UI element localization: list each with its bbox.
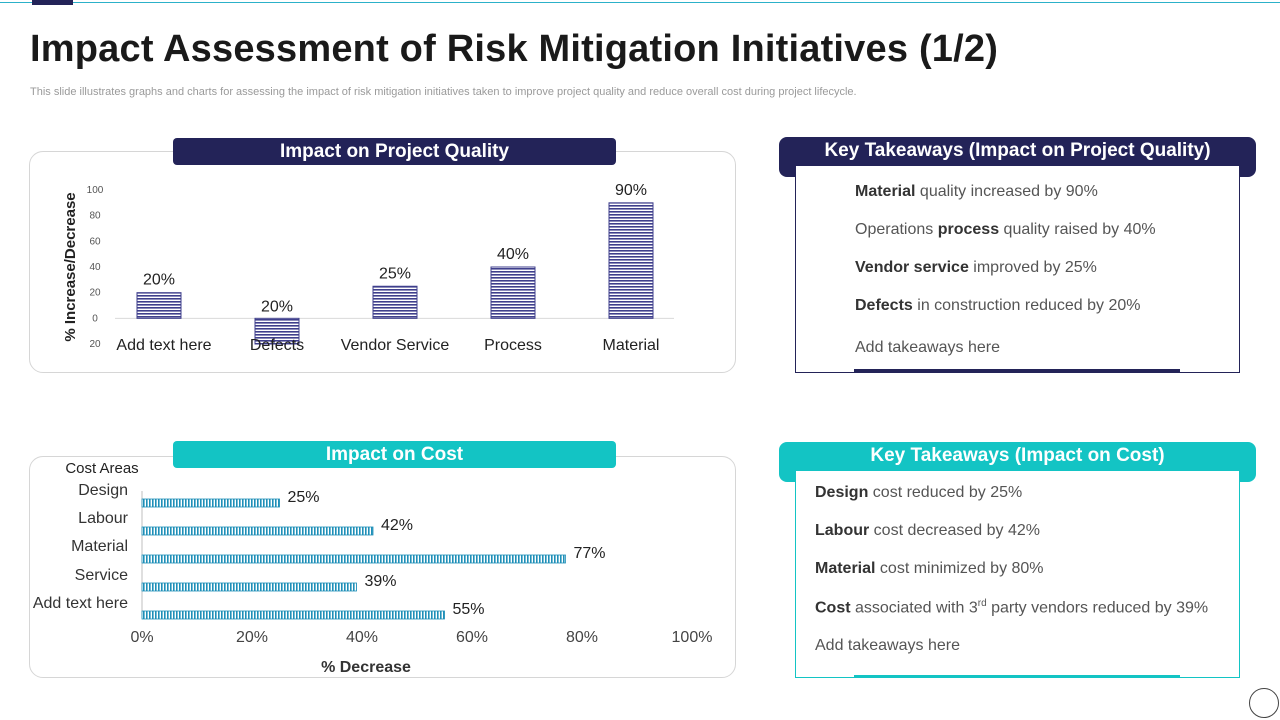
bar xyxy=(141,498,280,508)
takeaways-cost-box xyxy=(795,470,1240,678)
y-tick-label: 20 xyxy=(89,288,101,299)
x-category-label: Defects xyxy=(250,337,304,354)
takeaway-quality-2: Operations process quality raised by 40% xyxy=(855,221,1156,238)
quality-chart: 100 80 60 40 20 0 20 % Increase/Decrease 20% Add … xyxy=(62,182,674,354)
bar xyxy=(608,202,654,319)
x-category-label: Add text here xyxy=(116,337,211,354)
takeaway-quality-1: Material quality increased by 90% xyxy=(855,183,1098,200)
takeaway-cost-1: Design cost reduced by 25% xyxy=(815,484,1023,501)
takeaway-quality-4: Defects in construction reduced by 20% xyxy=(855,297,1141,314)
y-tick-label: 60 xyxy=(89,236,101,247)
cost-chart-heading: Impact on Cost xyxy=(173,441,616,468)
y-tick-label: 0 xyxy=(92,313,98,324)
bar xyxy=(141,554,566,564)
x-tick-label: 20% xyxy=(236,629,268,646)
y-category-label: Design xyxy=(78,482,128,499)
bar xyxy=(141,610,445,620)
bar-data-label: 77% xyxy=(574,545,606,562)
takeaway-cost-3: Material cost minimized by 80% xyxy=(815,560,1044,577)
bar-data-label: 90% xyxy=(615,182,647,199)
x-category-label: Process xyxy=(484,337,542,354)
x-tick-label: 80% xyxy=(566,629,598,646)
circle-icon xyxy=(1249,688,1279,718)
category-axis-header: Cost Areas xyxy=(65,460,138,477)
bar-data-label: 20% xyxy=(261,298,293,315)
y-category-label: Add text here xyxy=(33,595,128,612)
bar-data-label: 40% xyxy=(497,246,529,263)
y-tick-label: 80 xyxy=(89,211,101,222)
bar xyxy=(490,266,536,319)
x-tick-label: 40% xyxy=(346,629,378,646)
bar-data-label: 25% xyxy=(379,265,411,282)
top-accent-line xyxy=(0,2,1280,3)
x-axis-title: % Decrease xyxy=(321,659,411,676)
y-tick-label: 100 xyxy=(87,185,104,196)
x-tick-label: 0% xyxy=(130,629,153,646)
bar xyxy=(141,582,357,592)
quality-chart-heading: Impact on Project Quality xyxy=(173,138,616,165)
x-tick-label: 100% xyxy=(672,629,713,646)
takeaway-cost-4: Cost associated with 3rd party vendors r… xyxy=(815,598,1209,617)
y-category-label: Labour xyxy=(78,510,128,527)
bar-data-label: 55% xyxy=(453,601,485,618)
takeaways-quality-box xyxy=(795,165,1240,373)
x-category-label: Vendor Service xyxy=(341,337,450,354)
bar-data-label: 20% xyxy=(143,272,175,289)
y-tick-label: 20 xyxy=(89,339,101,350)
y-tick-label: 40 xyxy=(89,262,101,273)
cost-chart: Cost Areas Design 25% Labour 42% Material 77% S… xyxy=(33,460,713,676)
x-tick-label: 60% xyxy=(456,629,488,646)
bar-data-label: 39% xyxy=(365,573,397,590)
bar xyxy=(141,526,374,536)
y-axis-title: % Increase/Decrease xyxy=(62,192,79,341)
x-category-label: Material xyxy=(603,337,660,354)
takeaways-quality-underline xyxy=(854,369,1180,372)
y-category-label: Service xyxy=(75,567,128,584)
page-title: Impact Assessment of Risk Mitigation Ini… xyxy=(30,28,999,70)
bar-data-label: 25% xyxy=(288,489,320,506)
bar xyxy=(136,292,182,319)
bar xyxy=(372,285,418,319)
takeaways-cost-underline xyxy=(854,675,1180,678)
y-category-label: Material xyxy=(71,538,128,555)
cost-chart-panel xyxy=(29,456,736,678)
bar-data-label: 42% xyxy=(381,517,413,534)
takeaway-quality-3: Vendor service improved by 25% xyxy=(855,259,1097,276)
top-accent-tab xyxy=(32,0,73,5)
takeaway-cost-2: Labour cost decreased by 42% xyxy=(815,522,1040,539)
page-subtitle: This slide illustrates graphs and charts… xyxy=(30,86,857,98)
bar xyxy=(254,317,300,345)
takeaway-quality-5: Add takeaways here xyxy=(855,339,1000,356)
takeaway-cost-5: Add takeaways here xyxy=(815,637,960,654)
